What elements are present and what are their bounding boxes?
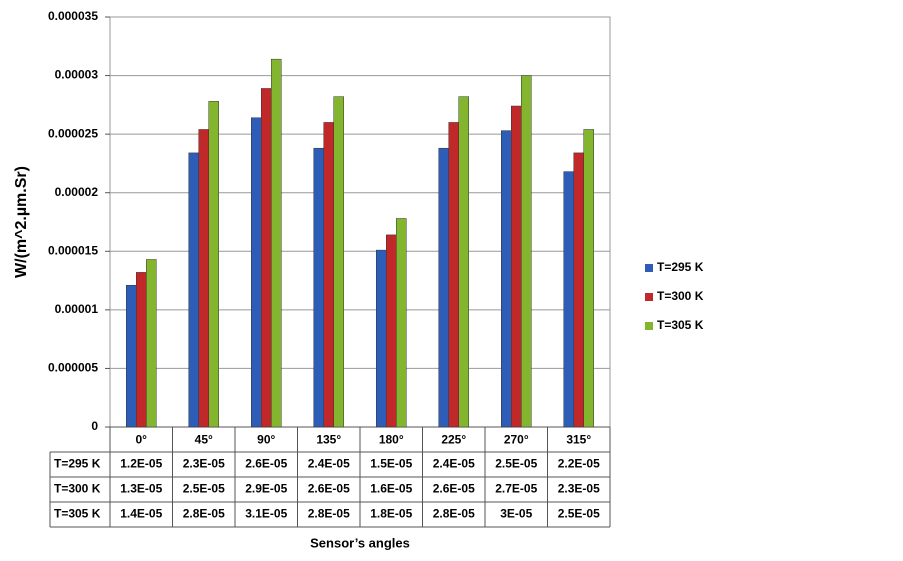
- legend-label: T=300 K: [657, 289, 704, 303]
- table-cell: 2.3E-05: [558, 482, 600, 496]
- table-row-label: T=300 K: [54, 482, 101, 496]
- bar: [563, 171, 574, 428]
- x-tick-label: 135°: [316, 433, 341, 447]
- table-cell: 2.9E-05: [245, 482, 287, 496]
- x-tick-label: 315°: [566, 433, 591, 447]
- bar: [271, 58, 282, 428]
- table-cell: 2.6E-05: [433, 482, 475, 496]
- y-tick-label: 0.00001: [55, 302, 99, 316]
- table-cell: 2.8E-05: [308, 507, 350, 521]
- table-cell: 3.1E-05: [245, 507, 287, 521]
- bar: [136, 272, 147, 428]
- y-tick-label: 0.000005: [48, 361, 98, 375]
- legend-swatch: [645, 264, 653, 272]
- table-cell: 2.5E-05: [558, 507, 600, 521]
- table-cell: 1.4E-05: [120, 507, 162, 521]
- y-tick-label: 0.00003: [55, 68, 99, 82]
- bar: [511, 105, 522, 428]
- bar: [251, 117, 262, 428]
- bar: [386, 234, 397, 428]
- bar: [573, 152, 584, 428]
- bar: [146, 259, 157, 428]
- bar: [188, 152, 199, 428]
- table-cell: 2.8E-05: [183, 507, 225, 521]
- bar: [313, 147, 324, 428]
- table-cell: 2.6E-05: [308, 482, 350, 496]
- bar: [438, 147, 449, 428]
- table-cell: 2.3E-05: [183, 457, 225, 471]
- x-tick-label: 270°: [504, 433, 529, 447]
- plot-area: [109, 16, 611, 428]
- table-cell: 2.4E-05: [308, 457, 350, 471]
- table-cell: 2.7E-05: [495, 482, 537, 496]
- x-tick-label: 90°: [257, 433, 275, 447]
- bar: [501, 130, 512, 428]
- table-cell: 2.8E-05: [433, 507, 475, 521]
- y-tick-label: 0.000035: [48, 9, 98, 23]
- x-tick-label: 180°: [379, 433, 404, 447]
- table-cell: 1.5E-05: [370, 457, 412, 471]
- table-cell: 2.6E-05: [245, 457, 287, 471]
- x-axis-label: Sensor’s angles: [310, 535, 410, 550]
- table-cell: 2.5E-05: [495, 457, 537, 471]
- bar: [521, 75, 532, 428]
- legend-label: T=295 K: [657, 260, 704, 274]
- y-tick-label: 0.000025: [48, 126, 98, 140]
- bar: [323, 122, 334, 428]
- y-axis-label: W/(m^2.µm.Sr): [13, 166, 30, 278]
- bar: [448, 122, 459, 428]
- bar: [126, 285, 137, 428]
- table-cell: 2.4E-05: [433, 457, 475, 471]
- table-cell: 1.8E-05: [370, 507, 412, 521]
- table-cell: 1.6E-05: [370, 482, 412, 496]
- y-tick-label: 0: [91, 419, 98, 433]
- table-cell: 1.3E-05: [120, 482, 162, 496]
- table-cell: 2.2E-05: [558, 457, 600, 471]
- y-tick-label: 0.00002: [55, 185, 99, 199]
- legend-swatch: [645, 293, 653, 301]
- y-tick-label: 0.000015: [48, 243, 98, 257]
- table-row-label: T=305 K: [54, 507, 101, 521]
- bar: [458, 96, 469, 428]
- bar: [333, 96, 344, 428]
- table-row-label: T=295 K: [54, 457, 101, 471]
- bar: [208, 101, 219, 428]
- bar: [396, 218, 407, 428]
- bar: [198, 129, 209, 428]
- table-cell: 1.2E-05: [120, 457, 162, 471]
- legend-label: T=305 K: [657, 318, 704, 332]
- bar: [583, 129, 594, 428]
- x-tick-label: 0°: [136, 433, 148, 447]
- x-tick-label: 45°: [195, 433, 213, 447]
- table-cell: 3E-05: [500, 507, 532, 521]
- table-cell: 2.5E-05: [183, 482, 225, 496]
- x-tick-label: 225°: [441, 433, 466, 447]
- bar: [376, 249, 387, 428]
- bar: [261, 88, 272, 428]
- legend-swatch: [645, 322, 653, 330]
